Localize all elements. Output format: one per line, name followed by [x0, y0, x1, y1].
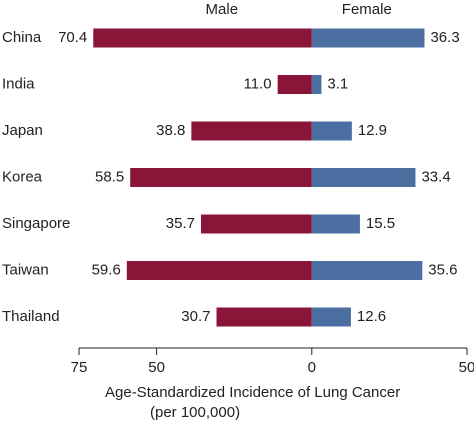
value-label: 70.4 — [58, 29, 87, 46]
legend-label: Male — [206, 1, 239, 18]
value-label: 59.6 — [92, 261, 121, 278]
bar — [311, 28, 425, 48]
value-label: 35.7 — [166, 215, 195, 232]
category-label: Thailand — [2, 308, 60, 325]
bar — [311, 121, 352, 141]
value-label: 36.3 — [430, 29, 459, 46]
bar — [130, 168, 312, 187]
bar — [126, 261, 312, 280]
value-label: 35.6 — [428, 261, 457, 278]
value-label: 58.5 — [95, 168, 124, 185]
bar — [311, 307, 351, 327]
value-label: 12.6 — [357, 308, 386, 325]
bar — [277, 75, 312, 94]
x-tick-label: 0 — [308, 359, 316, 376]
value-label: 11.0 — [244, 75, 272, 92]
x-tick-label: 50 — [148, 359, 165, 376]
value-label: 30.7 — [181, 308, 210, 325]
category-label: China — [2, 29, 42, 46]
category-label: India — [2, 75, 35, 92]
x-tick-label: 75 — [71, 359, 88, 376]
bar — [191, 121, 312, 141]
bar — [311, 214, 360, 234]
category-label: Taiwan — [2, 261, 49, 278]
category-label: Singapore — [2, 215, 70, 232]
category-label: Japan — [2, 122, 43, 139]
x-axis-title: (per 100,000) — [150, 404, 240, 421]
x-axis-title: Age-Standardized Incidence of Lung Cance… — [105, 384, 400, 401]
x-tick-label: 50 — [459, 359, 474, 376]
bar — [311, 75, 322, 94]
value-label: 3.1 — [327, 75, 348, 92]
bar — [216, 307, 312, 327]
value-label: 38.8 — [156, 122, 185, 139]
value-label: 33.4 — [421, 168, 450, 185]
value-label: 12.9 — [358, 122, 387, 139]
legend-label: Female — [342, 1, 392, 18]
category-label: Korea — [2, 168, 43, 185]
bar — [311, 261, 423, 280]
bar — [93, 28, 312, 48]
value-label: 15.5 — [366, 215, 395, 232]
bar — [311, 168, 416, 187]
bar — [200, 214, 312, 234]
